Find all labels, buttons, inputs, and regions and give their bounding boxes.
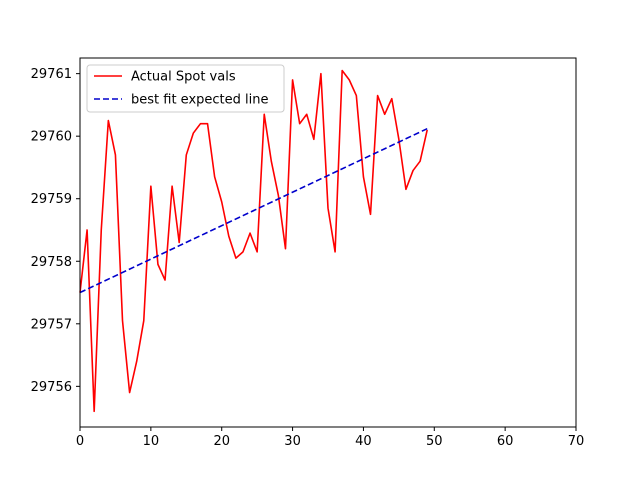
y-tick-label: 29757 [31,317,72,332]
series-line-2 [79,127,428,294]
x-tick-label: 20 [213,434,230,449]
y-tick-label: 29756 [31,380,72,395]
y-tick-label: 29760 [31,130,72,145]
legend: Actual Spot vals best fit expected line [86,64,285,113]
legend-box [86,64,285,113]
x-tick-label: 30 [284,434,301,449]
x-axis: 0 10 20 30 40 50 60 70 [76,427,584,449]
y-tick-label: 29759 [31,192,72,207]
x-tick-label: 40 [355,434,372,449]
y-tick-label: 29758 [31,255,72,270]
series-line-1 [79,69,428,413]
x-tick-label: 50 [426,434,443,449]
legend-label-1: Actual Spot vals [131,70,236,85]
series-layer [79,69,428,413]
y-tick-label: 29761 [31,67,72,82]
y-axis: 29756 29757 29758 29759 29760 29761 [31,67,80,395]
x-tick-label: 10 [143,434,160,449]
axes-frame [79,57,577,428]
x-tick-label: 60 [497,434,514,449]
legend-label-2: best fit expected line [131,93,268,108]
x-tick-label: 70 [568,434,585,449]
x-tick-label: 0 [76,434,84,449]
